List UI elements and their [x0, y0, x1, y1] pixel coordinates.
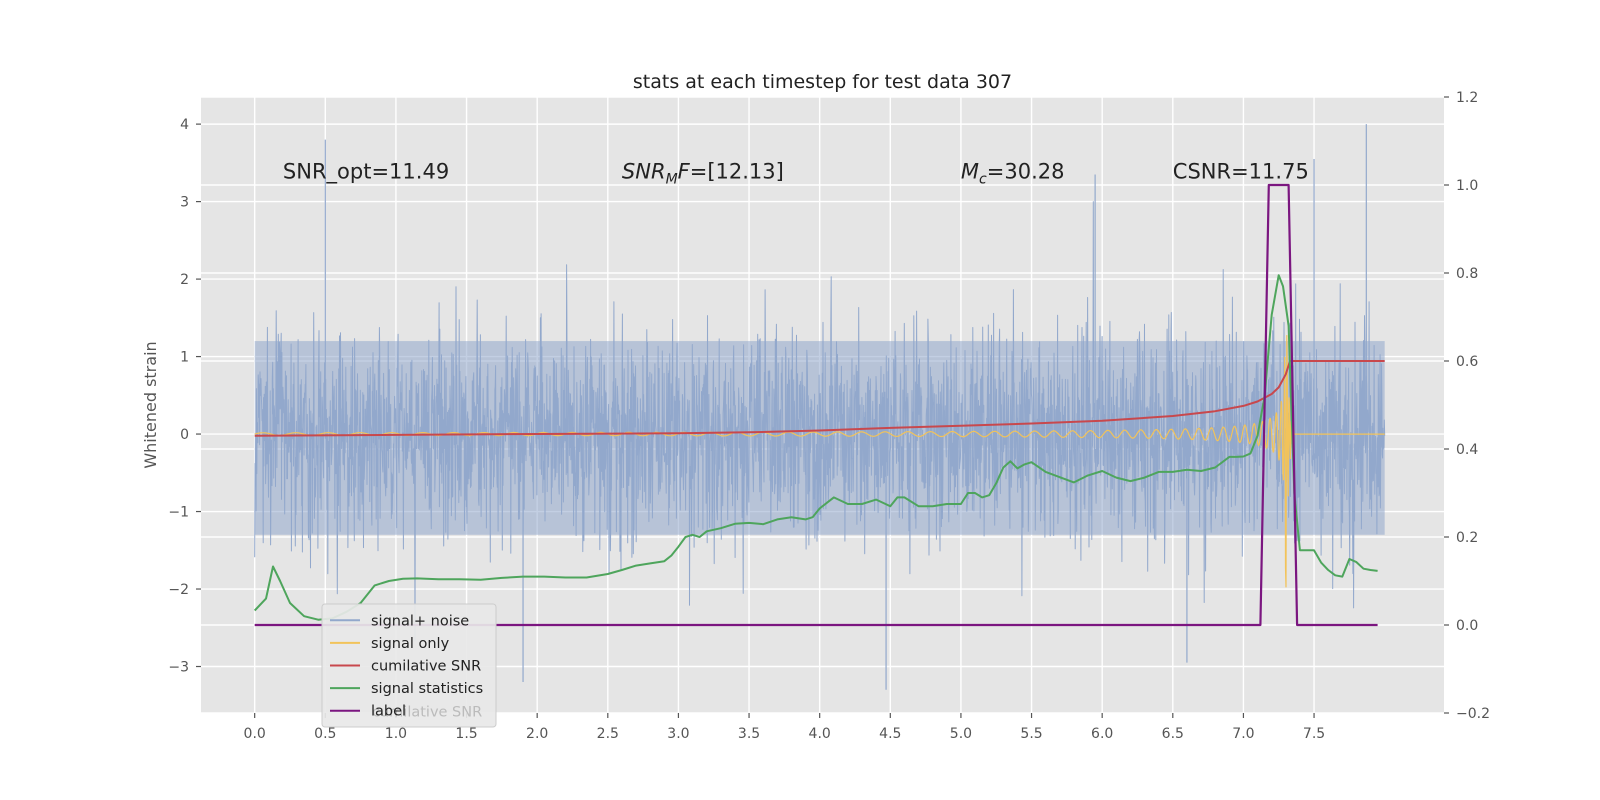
- legend-label: cumilative SNR: [371, 659, 481, 675]
- x-tick-label: 4.5: [879, 726, 901, 742]
- right-tick-label: 1.2: [1456, 90, 1478, 106]
- right-tick-label: 1.0: [1456, 178, 1478, 194]
- x-tick-label: 7.5: [1303, 726, 1325, 742]
- y-tick-label: 0: [180, 427, 189, 443]
- y-tick-label: 2: [180, 272, 189, 288]
- x-axis: 0.0 0.5 1.0 1.5 2.0 2.5 3.0 3.5 4.0 4.5 5.0 5.5 6.0 6…: [244, 713, 1325, 742]
- x-tick-label: 2.5: [597, 726, 619, 742]
- right-tick-label: 0.6: [1456, 354, 1478, 370]
- right-tick-label: 0.0: [1456, 618, 1478, 634]
- annotations: SNR_opt=11.49 SNRMF=[12.13] Mc=30.28 CSNR=1…: [283, 159, 1309, 187]
- legend-label: signal statistics: [371, 681, 483, 697]
- legend-label: label: [371, 704, 406, 720]
- x-tick-label: 5.0: [950, 726, 972, 742]
- y-tick-label: 3: [180, 195, 189, 211]
- y-tick-label: −2: [168, 582, 189, 598]
- x-tick-label: 6.5: [1162, 726, 1184, 742]
- y-tick-label: −3: [168, 660, 189, 676]
- right-tick-label: 0.4: [1456, 442, 1478, 458]
- x-tick-label: 0.0: [244, 726, 266, 742]
- y-tick-label: 1: [180, 350, 189, 366]
- legend-box: [321, 603, 497, 728]
- x-tick-label: 3.5: [738, 726, 760, 742]
- x-tick-label: 0.5: [314, 726, 336, 742]
- chart-title: stats at each timestep for test data 307: [633, 71, 1012, 93]
- right-tick-label: 0.8: [1456, 266, 1478, 282]
- legend-label: signal+ noise: [371, 613, 469, 629]
- series-signal-statistics-line: [253, 274, 1378, 621]
- series-cumulative-snr-line: [254, 360, 1385, 437]
- annotation-3: Mc=30.28: [961, 159, 1065, 187]
- x-tick-label: 7.0: [1232, 726, 1254, 742]
- y-tick-label: −1: [168, 505, 189, 521]
- y-tick-label: 4: [180, 117, 189, 133]
- x-tick-label: 2.0: [526, 726, 548, 742]
- series-label-line: [254, 183, 1378, 627]
- left-y-axis: 4 3 2 1 0 −1 −2 −3: [168, 117, 201, 676]
- x-tick-label: 1.0: [385, 726, 407, 742]
- y-axis-label: Whitened strain: [141, 341, 160, 468]
- x-tick-label: 6.0: [1091, 726, 1113, 742]
- series-signal-noise-band: [254, 341, 1385, 535]
- series-layer: [253, 124, 1386, 690]
- annotation-2: SNRMF=[12.13]: [622, 159, 784, 187]
- x-tick-label: 1.5: [455, 726, 477, 742]
- annotation-1: SNR_opt=11.49: [283, 159, 449, 184]
- right-tick-label: −0.2: [1456, 706, 1490, 722]
- ghost-label: cumilative SNR: [372, 704, 482, 720]
- x-tick-label: 4.0: [809, 726, 831, 742]
- x-tick-label: 5.5: [1020, 726, 1042, 742]
- annotation-4: CSNR=11.75: [1173, 159, 1309, 183]
- x-tick-label: 3.0: [667, 726, 689, 742]
- legend: cumilative SNR signal+ noise signal only c…: [321, 603, 497, 728]
- right-tick-label: 0.2: [1456, 530, 1478, 546]
- legend-label: signal only: [371, 636, 450, 652]
- right-y-axis: 1.2 1.0 0.8 0.6 0.4 0.2 0.0 −0.2: [1444, 90, 1490, 722]
